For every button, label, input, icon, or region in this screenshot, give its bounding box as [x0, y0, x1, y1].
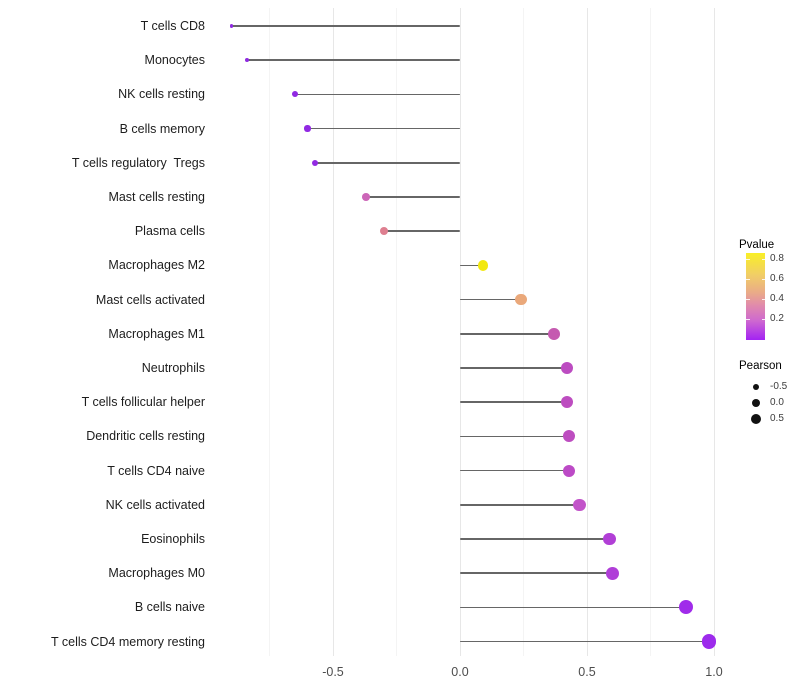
category-label: Mast cells activated	[95, 292, 205, 307]
category-label: Dendritic cells resting	[86, 429, 205, 444]
category-label: T cells CD4 naive	[107, 463, 205, 478]
category-label: B cells memory	[119, 121, 205, 136]
lollipop-dot	[701, 634, 717, 649]
x-axis-tick-label: 0.0	[451, 665, 469, 679]
pearson-size-label: -0.5	[770, 381, 788, 392]
lollipop-dot	[548, 327, 560, 340]
pvalue-colorbar	[746, 253, 765, 340]
gridline-major	[713, 8, 715, 656]
pearson-size-label: 0.0	[770, 397, 784, 408]
lollipop-stem	[460, 435, 570, 438]
colorbar-tick-mark	[762, 259, 765, 261]
lollipop-dot	[573, 498, 586, 511]
lollipop-stem	[460, 367, 567, 369]
lollipop-stem	[460, 606, 687, 609]
category-label: NK cells resting	[118, 87, 205, 102]
gridline-minor	[523, 8, 524, 656]
lollipop-dot	[311, 159, 319, 167]
gridline-minor	[269, 8, 270, 656]
colorbar-tick-mark	[746, 279, 750, 281]
category-label: T cells regulatory Tregs	[71, 155, 205, 170]
category-label: Plasma cells	[134, 224, 205, 239]
colorbar-tick-mark	[746, 299, 750, 301]
pvalue-tick-0.4: 0.4	[770, 293, 784, 304]
pvalue-legend-title: Pvalue	[739, 239, 775, 251]
lollipop-dot	[515, 294, 527, 306]
lollipop-stem	[246, 59, 460, 61]
lollipop-stem	[460, 401, 567, 403]
category-label: Macrophages M2	[108, 258, 205, 273]
colorbar-tick-mark	[762, 279, 765, 281]
x-axis-tick-label: 1.0	[705, 665, 723, 679]
category-label: Eosinophils	[141, 532, 205, 546]
lollipop-stem	[460, 572, 613, 574]
category-label: Macrophages M1	[108, 326, 205, 341]
lollipop-stem	[366, 196, 460, 198]
pvalue-tick-0.8: 0.8	[770, 253, 784, 264]
gridline-minor	[650, 8, 651, 656]
lollipop-dot	[560, 396, 573, 409]
lollipop-dot	[563, 430, 576, 443]
pearson-size-dot	[752, 383, 760, 391]
pearson-legend-title: Pearson	[739, 360, 782, 372]
lollipop-dot	[291, 91, 298, 98]
category-label: B cells naive	[134, 600, 205, 615]
lollipop-dot	[477, 260, 489, 271]
pearson-size-label: 0.5	[770, 413, 784, 424]
colorbar-tick-mark	[762, 319, 765, 321]
lollipop-dot	[560, 361, 573, 375]
pearson-size-dot	[751, 398, 761, 408]
category-label: NK cells activated	[105, 497, 205, 512]
category-label: T cells CD8	[140, 19, 205, 33]
lollipop-stem	[460, 298, 521, 301]
lollipop-dot	[563, 464, 576, 477]
category-label: Macrophages M0	[108, 566, 205, 581]
lollipop-dot	[678, 600, 694, 615]
gridline-major	[586, 8, 588, 656]
lollipop-stem	[460, 264, 483, 267]
lollipop-dot	[244, 58, 249, 63]
lollipop-dot	[603, 532, 617, 546]
pearson-size-dot	[751, 414, 761, 424]
lollipop-stem	[460, 504, 580, 506]
colorbar-tick-mark	[746, 319, 750, 321]
lollipop-stem	[460, 469, 570, 472]
lollipop-stem	[231, 25, 460, 27]
x-axis-tick-label: 0.5	[578, 665, 596, 679]
category-label: T cells follicular helper	[81, 395, 205, 410]
category-label: T cells CD4 memory resting	[51, 634, 205, 649]
lollipop-dot	[379, 227, 388, 236]
lollipop-stem	[315, 162, 460, 164]
category-label: Mast cells resting	[108, 190, 205, 204]
lollipop-dot	[304, 125, 311, 132]
colorbar-tick-mark	[762, 299, 765, 301]
lollipop-stem	[460, 538, 610, 540]
lollipop-dot	[605, 566, 619, 580]
lollipop-stem	[383, 230, 460, 232]
x-axis-tick-label: -0.5	[322, 665, 344, 679]
gridline-major	[459, 8, 461, 656]
lollipop-stem	[294, 93, 460, 96]
lollipop-dot	[229, 24, 233, 28]
pvalue-tick-0.2: 0.2	[770, 313, 784, 324]
lollipop-stem	[307, 127, 460, 130]
colorbar-tick-mark	[746, 259, 750, 261]
lollipop-dot	[362, 193, 370, 201]
category-label: Neutrophils	[141, 361, 205, 375]
lollipop-stem	[460, 640, 709, 643]
pvalue-tick-0.6: 0.6	[770, 273, 784, 284]
gridline-major	[332, 8, 334, 656]
gridline-minor	[396, 8, 397, 656]
lollipop-stem	[460, 333, 554, 335]
category-label: Monocytes	[144, 53, 205, 68]
